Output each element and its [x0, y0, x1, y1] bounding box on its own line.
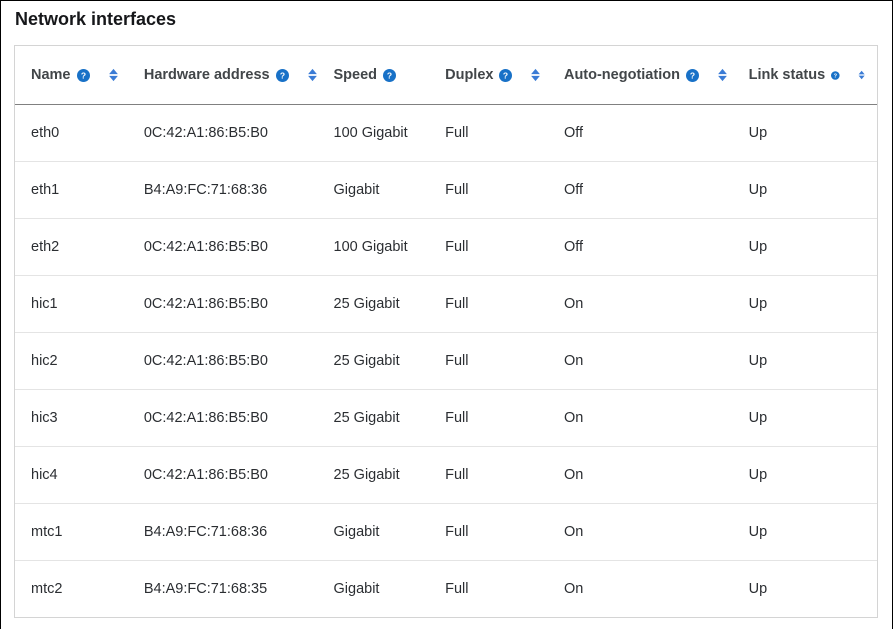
svg-text:?: ? [690, 70, 695, 80]
svg-text:?: ? [80, 70, 85, 80]
svg-text:?: ? [834, 73, 838, 79]
svg-text:?: ? [387, 70, 392, 80]
svg-text:?: ? [503, 70, 508, 80]
svg-text:?: ? [279, 70, 284, 80]
